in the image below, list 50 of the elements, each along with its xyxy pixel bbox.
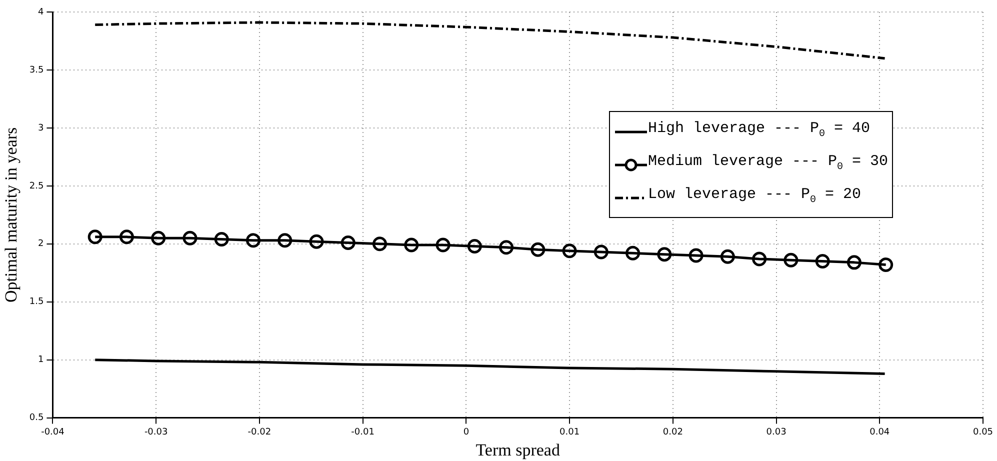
y-tick-label: 1 <box>38 355 44 366</box>
point <box>720 249 735 264</box>
y-tick-label: 2.5 <box>29 181 44 192</box>
point <box>594 244 608 260</box>
x-tick-label: -0.01 <box>351 428 374 438</box>
y-tick-label: 4 <box>38 7 44 18</box>
line-series <box>94 21 886 60</box>
point <box>467 238 482 254</box>
point <box>626 246 640 260</box>
point <box>246 233 260 248</box>
legend-label: Medium leverage --- P$_{0}$ = 30 <box>648 152 888 176</box>
y-tick-label: 0.5 <box>29 413 44 424</box>
point <box>436 238 450 252</box>
point <box>688 248 704 263</box>
x-tick-label: 0.01 <box>560 428 580 438</box>
y-tick-label: 2 <box>38 239 44 250</box>
x-tick-label: -0.02 <box>248 428 272 438</box>
x-tick-label: 0.03 <box>766 428 786 438</box>
point <box>846 255 862 270</box>
y-tick-label: 3 <box>38 123 44 134</box>
point <box>88 230 102 244</box>
point <box>214 232 229 246</box>
point <box>372 236 388 252</box>
legend-label: Low leverage --- P$_{0}$ = 20 <box>648 185 862 208</box>
x-tick-label: 0.05 <box>972 428 994 438</box>
point <box>309 234 324 249</box>
point <box>182 230 198 246</box>
point <box>340 235 356 250</box>
point <box>562 244 577 258</box>
point <box>151 230 166 246</box>
point <box>657 247 672 262</box>
point <box>119 230 134 244</box>
point <box>278 233 292 248</box>
point <box>499 240 514 255</box>
y-tick-label: 1.5 <box>29 297 44 308</box>
y-axis-title: Optimal maturity in years <box>2 127 21 302</box>
y-tick-label: 3.5 <box>29 65 44 76</box>
x-tick-label: -0.03 <box>144 428 168 438</box>
x-tick-label: 0.02 <box>662 428 683 438</box>
point <box>784 252 798 268</box>
point <box>878 258 894 272</box>
legend-label: High leverage --- P$_{0}$ = 40 <box>648 119 870 142</box>
x-tick-label: 0 <box>463 428 470 438</box>
point <box>530 242 546 257</box>
point <box>404 238 419 252</box>
x-tick-label: 0.04 <box>870 428 890 438</box>
point <box>752 252 767 266</box>
point <box>815 254 830 269</box>
x-tick-label: -0.04 <box>41 428 65 438</box>
x-axis-title: Term spread <box>476 440 560 460</box>
